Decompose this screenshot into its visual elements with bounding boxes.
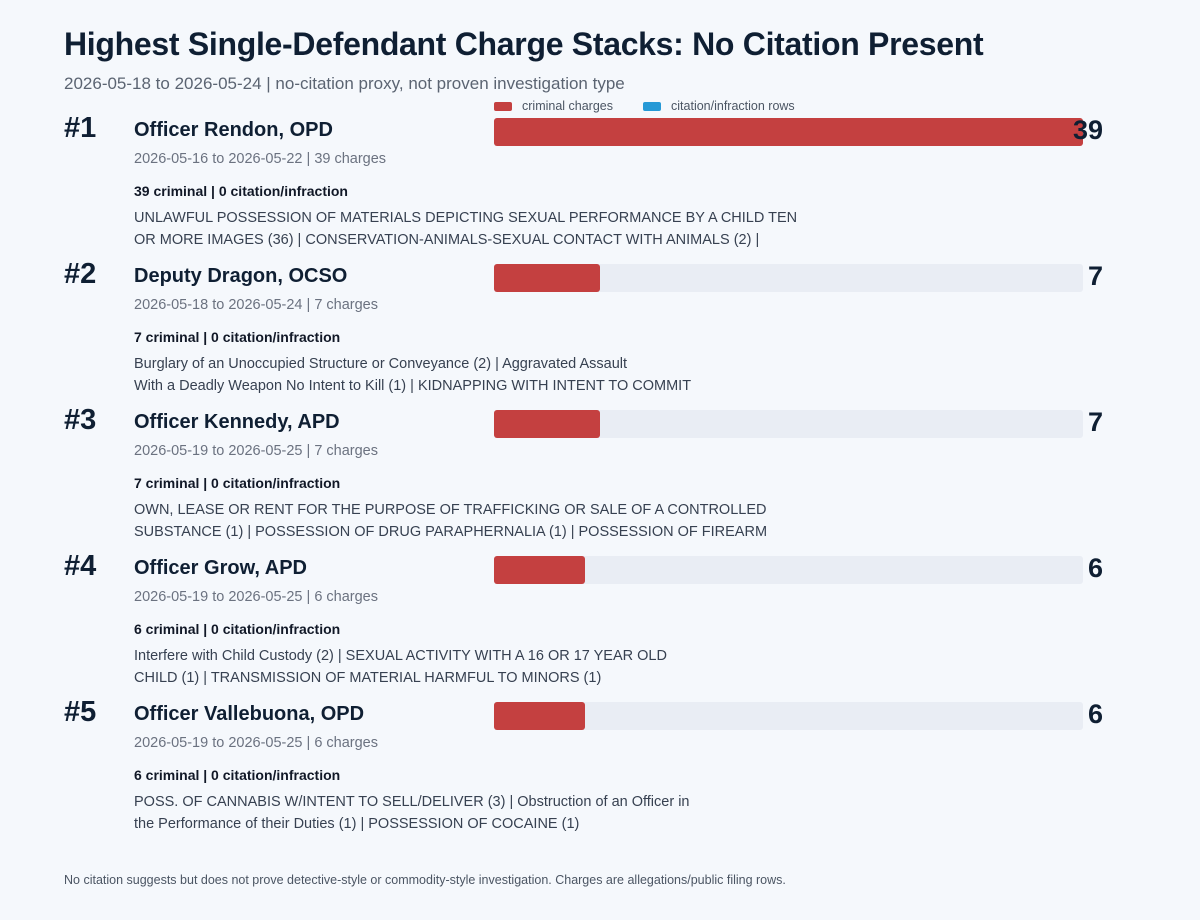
rank-label: #4: [64, 550, 97, 582]
legend-item-citation: citation/infraction rows: [643, 99, 795, 113]
rank-label: #3: [64, 404, 97, 436]
bar-total-label: 7: [1087, 407, 1103, 437]
charge-list: Interfere with Child Custody (2) | SEXUA…: [134, 645, 667, 689]
bar-track: [494, 264, 1083, 292]
legend-swatch-criminal: [494, 101, 512, 111]
bar-criminal: [494, 410, 600, 438]
date-range-and-count: 2026-05-19 to 2026-05-25 | 7 charges: [134, 443, 378, 459]
bar-criminal: [494, 118, 1083, 146]
charge-split: 7 criminal | 0 citation/infraction: [134, 475, 341, 491]
charge-split: 6 criminal | 0 citation/infraction: [134, 767, 341, 783]
charge-line: OWN, LEASE OR RENT FOR THE PURPOSE OF TR…: [134, 502, 767, 518]
date-range-and-count: 2026-05-19 to 2026-05-25 | 6 charges: [134, 735, 378, 751]
date-range-and-count: 2026-05-19 to 2026-05-25 | 6 charges: [134, 589, 378, 605]
legend-item-criminal: criminal charges: [494, 99, 613, 113]
charge-split: 6 criminal | 0 citation/infraction: [134, 621, 341, 637]
legend-swatch-citation: [643, 101, 662, 111]
bar-total-label: 6: [1087, 553, 1103, 583]
officer-name: Officer Rendon, OPD: [134, 119, 333, 141]
officer-name: Officer Grow, APD: [134, 557, 307, 579]
bar-track: [494, 556, 1083, 584]
officer-name: Officer Kennedy, APD: [134, 411, 340, 433]
chart-subtitle: 2026-05-18 to 2026-05-24 | no-citation p…: [64, 74, 625, 93]
charge-split: 39 criminal | 0 citation/infraction: [134, 183, 348, 199]
legend-label-citation: citation/infraction rows: [671, 99, 795, 113]
ranked-row: #3 Officer Kennedy, APD 2026-05-19 to 2026…: [0, 404, 1200, 556]
charge-list: Burglary of an Unoccupied Structure or C…: [134, 353, 691, 397]
bar-track: [494, 410, 1083, 438]
bar-total-label: 39: [1072, 115, 1103, 145]
bar-track: [494, 702, 1083, 730]
rank-label: #1: [64, 112, 97, 144]
rank-label: #2: [64, 258, 97, 290]
officer-name: Officer Vallebuona, OPD: [134, 703, 365, 725]
bar-criminal: [494, 702, 585, 730]
charge-line: the Performance of their Duties (1) | PO…: [134, 816, 580, 832]
charge-list: OWN, LEASE OR RENT FOR THE PURPOSE OF TR…: [134, 499, 767, 543]
charge-line: OR MORE IMAGES (36) | CONSERVATION-ANIMA…: [134, 232, 760, 248]
charge-line: Burglary of an Unoccupied Structure or C…: [134, 356, 628, 372]
charge-line: Interfere with Child Custody (2) | SEXUA…: [134, 648, 667, 664]
charge-line: SUBSTANCE (1) | POSSESSION OF DRUG PARAP…: [134, 524, 768, 540]
charge-split: 7 criminal | 0 citation/infraction: [134, 329, 341, 345]
charge-line: CHILD (1) | TRANSMISSION OF MATERIAL HAR…: [134, 670, 602, 686]
ranked-row: #1 Officer Rendon, OPD 2026-05-16 to 2026-…: [0, 112, 1200, 264]
date-range-and-count: 2026-05-16 to 2026-05-22 | 39 charges: [134, 151, 387, 167]
bar-track: [494, 118, 1083, 146]
ranked-row: #4 Officer Grow, APD 2026-05-19 to 2026-05…: [0, 550, 1200, 702]
ranked-row: #2 Deputy Dragon, OCSO 2026-05-18 to 2026-…: [0, 258, 1200, 410]
date-range-and-count: 2026-05-18 to 2026-05-24 | 7 charges: [134, 297, 378, 313]
charge-list: UNLAWFUL POSSESSION OF MATERIALS DEPICTI…: [134, 207, 797, 251]
legend-label-criminal: criminal charges: [522, 99, 614, 113]
bar-criminal: [494, 264, 600, 292]
charge-list: POSS. OF CANNABIS W/INTENT TO SELL/DELIV…: [134, 791, 689, 835]
legend: criminal charges citation/infraction row…: [494, 99, 795, 113]
bar-total-label: 7: [1087, 261, 1103, 291]
ranked-row: #5 Officer Vallebuona, OPD 2026-05-19 to 2…: [0, 696, 1200, 848]
charge-line: With a Deadly Weapon No Intent to Kill (…: [134, 378, 692, 394]
rank-label: #5: [64, 696, 97, 728]
footnote: No citation suggests but does not prove …: [64, 873, 786, 887]
bar-criminal: [494, 556, 585, 584]
officer-name: Deputy Dragon, OCSO: [134, 265, 348, 287]
charge-line: POSS. OF CANNABIS W/INTENT TO SELL/DELIV…: [134, 794, 690, 810]
charge-line: UNLAWFUL POSSESSION OF MATERIALS DEPICTI…: [134, 210, 798, 226]
bar-total-label: 6: [1087, 699, 1103, 729]
chart-title: Highest Single-Defendant Charge Stacks: …: [64, 26, 984, 62]
